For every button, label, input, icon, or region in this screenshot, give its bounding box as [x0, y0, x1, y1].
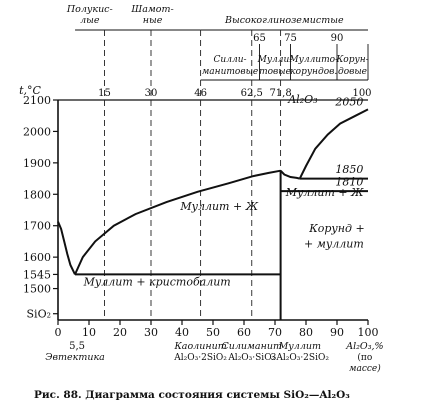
region-label: 1850: [335, 163, 363, 176]
compound-formula: Al₂O₃·SiO₂: [227, 353, 275, 363]
x-tick-label: 70: [268, 326, 282, 339]
eutectic-value-label: 5,5: [69, 341, 85, 352]
top-tick-label: 46: [194, 88, 207, 99]
compound-name: Силиманит: [222, 341, 282, 352]
x-tick-label: 10: [82, 326, 96, 339]
axis-ticks: 2100 2000 1900 1800 1700 1600 1545 1500 SiO₂ t,°C…: [19, 33, 378, 352]
eutectic-label: Эвтектика: [45, 352, 105, 363]
y-tick-label: 1900: [23, 157, 51, 170]
phase-boundary: [298, 108, 369, 180]
class-label: ные: [143, 15, 163, 26]
axis-unit-label: массе): [349, 363, 381, 374]
top-tick-label: 15: [98, 88, 111, 99]
class-label: Муллито-: [288, 55, 338, 65]
compound-formula: (по: [357, 352, 372, 363]
region-label: Муллит + Ж: [285, 186, 364, 199]
x-tick-label: 90: [330, 326, 344, 339]
region-label: Муллит + Ж: [179, 200, 258, 213]
compound-formula: Al₂O₃·2SiO₂: [173, 353, 227, 363]
region-label: 2050: [334, 96, 363, 109]
class-label: довые: [338, 67, 367, 77]
region-label: Корунд +: [308, 222, 365, 235]
compound-formula: 3Al₂O₃·2SiO₂: [271, 353, 330, 363]
top-tick-label: 62,5: [241, 88, 263, 99]
x-tick-label: 60: [237, 326, 251, 339]
x-tick-label: 100: [358, 326, 379, 339]
figure-caption: Рис. 88. Диаграмма состояния системы SiO…: [34, 389, 350, 401]
x-tick-label: 0: [55, 326, 62, 339]
class-label: Шамот-: [130, 4, 173, 15]
class-label: Полукис-: [66, 4, 113, 15]
y-tick-label: 1545: [23, 268, 51, 281]
class-label: Высокоглиноземистые: [224, 15, 344, 26]
class-label: корундов.: [290, 67, 337, 77]
x-tick-label: 20: [113, 326, 127, 339]
class-label: Силли-: [214, 55, 247, 65]
x-tick-label: 50: [206, 326, 220, 339]
x-tick-label: 80: [299, 326, 313, 339]
class-label: лые: [80, 15, 100, 26]
y-tick-label: 2100: [23, 94, 51, 107]
y-tick-label: 1700: [23, 220, 51, 233]
phase-boundary: [279, 170, 301, 180]
top-tick-label: 100: [352, 88, 371, 99]
class-label: Корун-: [335, 55, 368, 65]
y-tick-label: 2000: [23, 125, 51, 138]
x-tick-label: 30: [144, 326, 158, 339]
top-tick-label: 30: [145, 88, 158, 99]
class-label: товые: [259, 67, 291, 77]
upper-tick-label: 75: [284, 33, 297, 44]
annotations: Муллит + Ж Муллит + Ж Корунд + + муллит Мулл…: [83, 93, 365, 288]
compound-name: Al₂O₃,%: [345, 341, 383, 352]
phase-boundary: [74, 169, 281, 275]
region-label: + муллит: [304, 238, 364, 251]
y-tick-label: 1800: [23, 188, 51, 201]
upper-tick-label: 90: [331, 33, 344, 44]
y-tick-label: SiO₂: [27, 308, 51, 321]
compound-name: Каолинит: [173, 341, 226, 352]
top-tick-label: 71,8: [269, 88, 291, 99]
region-label: Муллит + кристобалит: [83, 275, 231, 288]
y-axis-label: t,°C: [19, 84, 41, 97]
region-label: Al₂O₃: [287, 93, 317, 106]
top-classification: Полукис-лые Шамот-ные Высокоглиноземистые С…: [66, 4, 369, 81]
upper-tick-label: 65: [253, 33, 266, 44]
region-label: 1810: [335, 175, 363, 188]
compound-name: Муллит: [278, 341, 321, 352]
y-tick-label: 1500: [23, 283, 51, 296]
phase-boundary: [57, 221, 76, 275]
class-label: Мулли-: [257, 55, 293, 65]
phase-curves: [57, 108, 369, 320]
x-tick-label: 40: [175, 326, 189, 339]
bottom-labels: ЭвтектикаКаолинитAl₂O₃·2SiO₂СилиманитAl₂…: [45, 341, 383, 374]
y-tick-label: 1600: [23, 251, 51, 264]
class-label: манитовые: [202, 67, 258, 77]
